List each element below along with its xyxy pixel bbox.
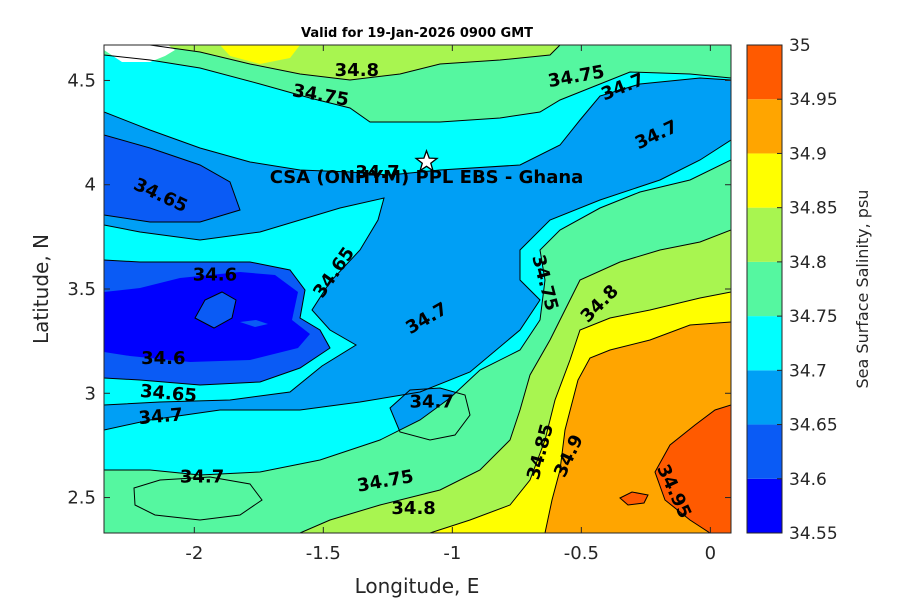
colorbar-tick-label: 34.9: [789, 144, 827, 164]
contour-label: 34.6: [193, 264, 237, 285]
y-tick-label: 2.5: [67, 488, 96, 509]
x-axis-label: Longitude, E: [355, 574, 480, 598]
colorbar-label: Sea Surface Salinity, psu: [853, 190, 872, 389]
star-icon: [414, 148, 439, 173]
x-tick-label: -0.5: [564, 543, 599, 564]
y-tick-label: 4.5: [67, 70, 96, 91]
y-tick-label: 3.5: [67, 279, 96, 300]
x-axis: -2 -1.5 -1 -0.5 0: [185, 45, 716, 564]
speck-34-60-c: [195, 292, 236, 328]
colorbar-swatch: [747, 370, 782, 425]
colorbar-tick-label: 34.55: [789, 524, 838, 544]
contour-label: 34.7: [355, 162, 399, 183]
contour-label: 34.7: [409, 392, 453, 413]
colorbar-tick-label: 34.95: [789, 90, 838, 110]
colorbar-swatch: [747, 261, 782, 317]
band-34-85-north: [220, 45, 300, 64]
site-label: CSA (ONHYM) PPL EBS - Ghana: [270, 167, 584, 188]
colorbar-swatch: [747, 153, 782, 208]
colorbar-tick-label: 34.6: [789, 470, 827, 490]
x-tick-label: -1: [443, 543, 461, 564]
speck-34-55-a: [226, 332, 238, 342]
y-axis: 2.5 3 3.5 4 4.5: [67, 70, 731, 509]
colorbar-tick-label: 34.85: [789, 199, 838, 219]
colorbar-tick-label: 34.8: [789, 253, 827, 273]
colorbar-frame: [746, 44, 783, 534]
contour-label: 34.7: [138, 404, 184, 429]
colorbar-tick-label: 34.65: [789, 416, 838, 436]
x-tick-label: -1.5: [306, 543, 341, 564]
y-tick-label: 3: [85, 383, 96, 404]
contour-label: 34.8: [391, 498, 435, 519]
colorbar-swatch: [747, 207, 782, 262]
y-axis-label: Latitude, N: [29, 234, 53, 344]
contour-lines: [104, 45, 731, 533]
x-tick-label: 0: [705, 543, 716, 564]
colorbar-swatch: [747, 316, 782, 371]
band-34-95-east: [620, 405, 731, 533]
colorbar-swatch: [747, 478, 782, 533]
contour-label: 34.7: [180, 467, 224, 488]
colorbar-tick-label: 34.7: [789, 361, 827, 381]
band-34-65-ne: [104, 78, 731, 430]
colorbar-swatch: [747, 45, 782, 100]
colorbar: 34.55 34.6 34.65 34.7 34.75 34.8 34.85 34.9 34.9…: [746, 36, 838, 544]
chart-title: Valid for 19-Jan-2026 0900 GMT: [301, 26, 533, 41]
y-tick-label: 4: [85, 175, 96, 196]
colorbar-swatch: [747, 99, 782, 154]
colorbar-tick-label: 34.75: [789, 307, 838, 327]
contour-label: 34.8: [335, 60, 379, 81]
contour-label: 34.6: [141, 348, 185, 369]
site-layer: CSA (ONHYM) PPL EBS - Ghana: [270, 148, 584, 188]
speck-34-60-b: [240, 320, 268, 327]
contour-label: 34.65: [139, 381, 198, 407]
no-data-patch: [104, 45, 175, 62]
colorbar-tick-label: 35: [789, 36, 811, 56]
x-tick-label: -2: [185, 543, 203, 564]
colorbar-swatch: [747, 424, 782, 479]
